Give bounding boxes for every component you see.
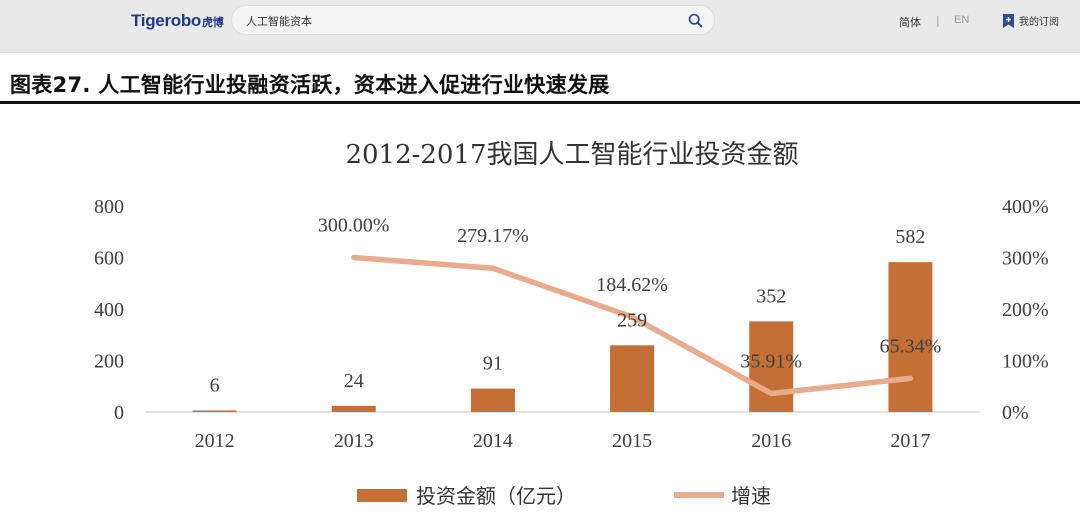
my-subscriptions-label: 我的订阅	[1019, 17, 1059, 28]
lang-english-link[interactable]: EN	[954, 14, 970, 26]
right-tick-label: 400%	[1002, 196, 1049, 218]
left-tick-label: 800	[94, 196, 124, 218]
my-subscriptions-link[interactable]: 我的订阅	[1003, 13, 1059, 28]
bar-data-labels: 6 24 91 259 352 582	[210, 226, 926, 396]
line-data-label: 184.62%	[596, 274, 668, 296]
bar	[749, 321, 794, 412]
bar-data-label: 24	[344, 370, 364, 392]
bar	[192, 410, 237, 412]
right-tick-label: 300%	[1002, 248, 1049, 270]
bar	[888, 262, 933, 412]
left-tick-label: 600	[94, 248, 124, 270]
bookmark-icon	[1003, 13, 1014, 28]
line-data-labels: 300.00% 279.17% 184.62% 35.91% 65.34%	[318, 215, 941, 373]
lang-separator: |	[936, 14, 940, 27]
x-tick-label: 2012	[195, 430, 235, 452]
figure-title: 图表27. 人工智能行业投融资活跃，资本进入促进行业快速发展	[10, 73, 610, 97]
x-tick-label: 2015	[612, 430, 652, 452]
left-axis-ticks: 800 600 400 200 0	[94, 196, 124, 424]
right-tick-label: 200%	[1002, 299, 1049, 321]
search-icon[interactable]	[687, 12, 704, 29]
bar-data-label: 259	[617, 309, 647, 331]
growth-line	[351, 254, 914, 397]
left-tick-label: 400	[94, 299, 124, 321]
bar-data-label: 6	[210, 374, 220, 396]
left-tick-label: 200	[94, 351, 124, 373]
bar-data-label: 582	[895, 226, 925, 248]
bar-data-label: 91	[483, 353, 503, 375]
logo-cn-text: 虎博	[202, 16, 224, 29]
bar	[331, 405, 376, 412]
x-tick-label: 2014	[473, 430, 513, 452]
chart-legend: 投资金额（亿元） 增速	[357, 484, 771, 508]
lang-simplified-chinese-link[interactable]: 简体	[899, 16, 921, 29]
legend-line-label: 增速	[731, 484, 771, 508]
legend-bar-label: 投资金额（亿元）	[416, 484, 576, 508]
right-tick-label: 0%	[1002, 402, 1029, 424]
search-input[interactable]	[246, 12, 666, 30]
x-axis-ticks: 2012 2013 2014 2015 2016 2017	[195, 430, 931, 452]
right-tick-label: 100%	[1002, 351, 1049, 373]
bar-data-label: 352	[756, 285, 786, 307]
x-tick-label: 2013	[334, 430, 374, 452]
logo-text: Tigerobo	[131, 11, 202, 30]
bar	[610, 345, 655, 412]
line-data-label: 35.91%	[740, 351, 802, 373]
top-nav-bar: Tigerobo虎博 简体 | EN 我的订阅	[0, 0, 1080, 53]
x-tick-label: 2017	[890, 430, 930, 452]
bar	[470, 388, 515, 412]
x-tick-label: 2016	[751, 430, 791, 452]
line-data-label: 279.17%	[457, 225, 529, 247]
search-box	[231, 5, 715, 35]
line-data-label: 65.34%	[880, 335, 942, 357]
site-logo[interactable]: Tigerobo虎博	[131, 11, 224, 31]
chart-title: 2012-2017我国人工智能行业投资金额	[345, 140, 798, 170]
bar-series	[192, 262, 933, 412]
legend-bar-swatch	[357, 489, 407, 502]
line-data-label: 300.00%	[318, 215, 390, 237]
line-series	[351, 254, 914, 397]
left-tick-label: 0	[114, 402, 124, 424]
right-axis-ticks: 400% 300% 200% 100% 0%	[1002, 196, 1049, 424]
figure-title-rule	[0, 101, 1080, 104]
